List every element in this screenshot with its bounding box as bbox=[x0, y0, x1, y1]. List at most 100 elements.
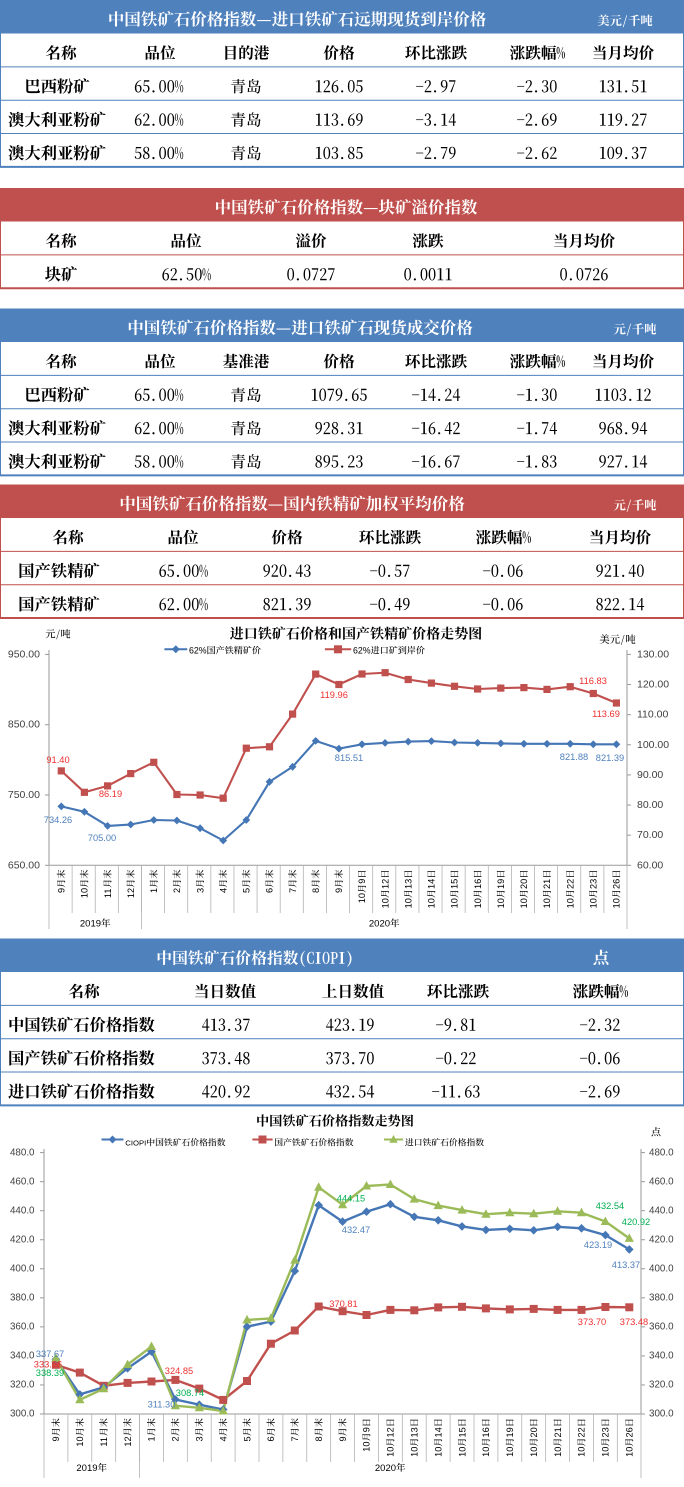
svg-text:460.0: 460.0 bbox=[649, 1176, 674, 1187]
svg-text:420.0: 420.0 bbox=[649, 1234, 674, 1245]
svg-text:10: 10 bbox=[612, 898, 622, 908]
svg-text:62%: 62% bbox=[189, 646, 207, 656]
svg-text:300.0: 300.0 bbox=[649, 1409, 674, 1420]
svg-text:10: 10 bbox=[450, 898, 460, 908]
svg-text:340.0: 340.0 bbox=[10, 1351, 35, 1362]
svg-text:10: 10 bbox=[404, 898, 414, 908]
svg-text:10: 10 bbox=[565, 898, 575, 908]
svg-text:5: 5 bbox=[242, 1436, 252, 1441]
svg-text:2019: 2019 bbox=[76, 1463, 97, 1474]
svg-text:432.54: 432.54 bbox=[596, 1201, 624, 1211]
svg-text:16: 16 bbox=[481, 1427, 491, 1437]
svg-text:16: 16 bbox=[473, 879, 483, 889]
svg-text:850.00: 850.00 bbox=[8, 719, 40, 731]
svg-text:373.70: 373.70 bbox=[578, 1317, 606, 1327]
svg-text:21: 21 bbox=[553, 1427, 563, 1437]
svg-text:12: 12 bbox=[386, 1427, 396, 1437]
svg-text:10: 10 bbox=[427, 898, 437, 908]
svg-text:8: 8 bbox=[314, 1436, 324, 1441]
svg-text:6: 6 bbox=[265, 888, 275, 893]
svg-text:10: 10 bbox=[481, 1447, 491, 1457]
svg-text:23: 23 bbox=[601, 1427, 611, 1437]
svg-text:420.0: 420.0 bbox=[10, 1234, 35, 1245]
svg-text:360.0: 360.0 bbox=[10, 1322, 35, 1333]
svg-text:14: 14 bbox=[433, 1427, 443, 1437]
svg-text:320.0: 320.0 bbox=[10, 1380, 35, 1391]
svg-text:6: 6 bbox=[266, 1436, 276, 1441]
svg-text:11: 11 bbox=[103, 889, 113, 899]
svg-text:20: 20 bbox=[529, 1427, 539, 1437]
svg-text:19: 19 bbox=[496, 879, 506, 889]
svg-text:300.0: 300.0 bbox=[10, 1409, 35, 1420]
svg-text:9: 9 bbox=[51, 1436, 61, 1441]
svg-text:10: 10 bbox=[553, 1447, 563, 1457]
svg-text:19: 19 bbox=[505, 1427, 515, 1437]
svg-text:26: 26 bbox=[612, 879, 622, 889]
svg-text:10: 10 bbox=[519, 898, 529, 908]
svg-text:22: 22 bbox=[577, 1427, 587, 1437]
svg-text:23: 23 bbox=[589, 879, 599, 889]
svg-text:950.00: 950.00 bbox=[8, 648, 40, 660]
svg-text:4: 4 bbox=[218, 1436, 228, 1441]
svg-text:380.0: 380.0 bbox=[10, 1293, 35, 1304]
svg-text:815.51: 815.51 bbox=[335, 753, 363, 763]
svg-text:440.0: 440.0 bbox=[10, 1205, 35, 1216]
svg-text:70.00: 70.00 bbox=[637, 829, 663, 841]
svg-text:12: 12 bbox=[380, 879, 390, 889]
svg-text:10: 10 bbox=[625, 1447, 635, 1457]
svg-text:4: 4 bbox=[218, 888, 228, 893]
svg-text:10: 10 bbox=[433, 1447, 443, 1457]
svg-text:9: 9 bbox=[357, 879, 367, 884]
svg-text:821.88: 821.88 bbox=[560, 752, 588, 762]
svg-text:10: 10 bbox=[601, 1447, 611, 1457]
svg-text:460.0: 460.0 bbox=[10, 1176, 35, 1187]
svg-text:337.67: 337.67 bbox=[36, 1349, 64, 1359]
svg-text:10: 10 bbox=[457, 1447, 467, 1457]
svg-text:10: 10 bbox=[577, 1447, 587, 1457]
svg-text:62%: 62% bbox=[353, 646, 371, 656]
svg-text:120.00: 120.00 bbox=[637, 679, 669, 691]
svg-text:60.00: 60.00 bbox=[637, 859, 663, 871]
svg-text:340.0: 340.0 bbox=[649, 1351, 674, 1362]
svg-text:370.81: 370.81 bbox=[329, 1299, 357, 1309]
svg-text:10: 10 bbox=[473, 898, 483, 908]
svg-text:13: 13 bbox=[410, 1427, 420, 1437]
svg-text:9: 9 bbox=[334, 888, 344, 893]
svg-text:380.0: 380.0 bbox=[649, 1293, 674, 1304]
svg-text:320.0: 320.0 bbox=[649, 1380, 674, 1391]
svg-text:10: 10 bbox=[75, 1436, 85, 1446]
svg-text:9: 9 bbox=[338, 1436, 348, 1441]
svg-text:480.0: 480.0 bbox=[10, 1147, 35, 1158]
svg-text:444.15: 444.15 bbox=[337, 1194, 365, 1204]
svg-text:91.40: 91.40 bbox=[46, 755, 69, 765]
svg-text:12: 12 bbox=[123, 1436, 133, 1446]
svg-text:12: 12 bbox=[126, 888, 136, 898]
svg-text:311.30: 311.30 bbox=[148, 1400, 176, 1410]
svg-text:1: 1 bbox=[149, 888, 159, 893]
svg-text:8: 8 bbox=[311, 888, 321, 893]
svg-text:705.00: 705.00 bbox=[88, 833, 116, 843]
svg-text:119.96: 119.96 bbox=[320, 690, 348, 700]
svg-text:10: 10 bbox=[410, 1447, 420, 1457]
svg-text:113.69: 113.69 bbox=[592, 709, 620, 719]
svg-text:10: 10 bbox=[505, 1447, 515, 1457]
svg-text:2: 2 bbox=[171, 1436, 181, 1441]
svg-text:5: 5 bbox=[242, 888, 252, 893]
svg-text:413.37: 413.37 bbox=[612, 1260, 640, 1270]
svg-text:2019: 2019 bbox=[80, 919, 101, 930]
svg-text:15: 15 bbox=[450, 879, 460, 889]
svg-text:338.39: 338.39 bbox=[36, 1368, 64, 1378]
svg-text:26: 26 bbox=[625, 1427, 635, 1437]
svg-text:22: 22 bbox=[565, 879, 575, 889]
svg-text:420.92: 420.92 bbox=[622, 1217, 650, 1227]
svg-text:423.19: 423.19 bbox=[584, 1240, 612, 1250]
svg-text:14: 14 bbox=[427, 879, 437, 889]
svg-text:10: 10 bbox=[542, 898, 552, 908]
svg-text:333.86: 333.86 bbox=[34, 1360, 62, 1370]
svg-text:130.00: 130.00 bbox=[637, 648, 669, 660]
svg-text:432.47: 432.47 bbox=[342, 1225, 370, 1235]
svg-text:750.00: 750.00 bbox=[8, 789, 40, 801]
svg-text:90.00: 90.00 bbox=[637, 769, 663, 781]
svg-text:1: 1 bbox=[147, 1436, 157, 1441]
svg-text:116.83: 116.83 bbox=[579, 676, 607, 686]
